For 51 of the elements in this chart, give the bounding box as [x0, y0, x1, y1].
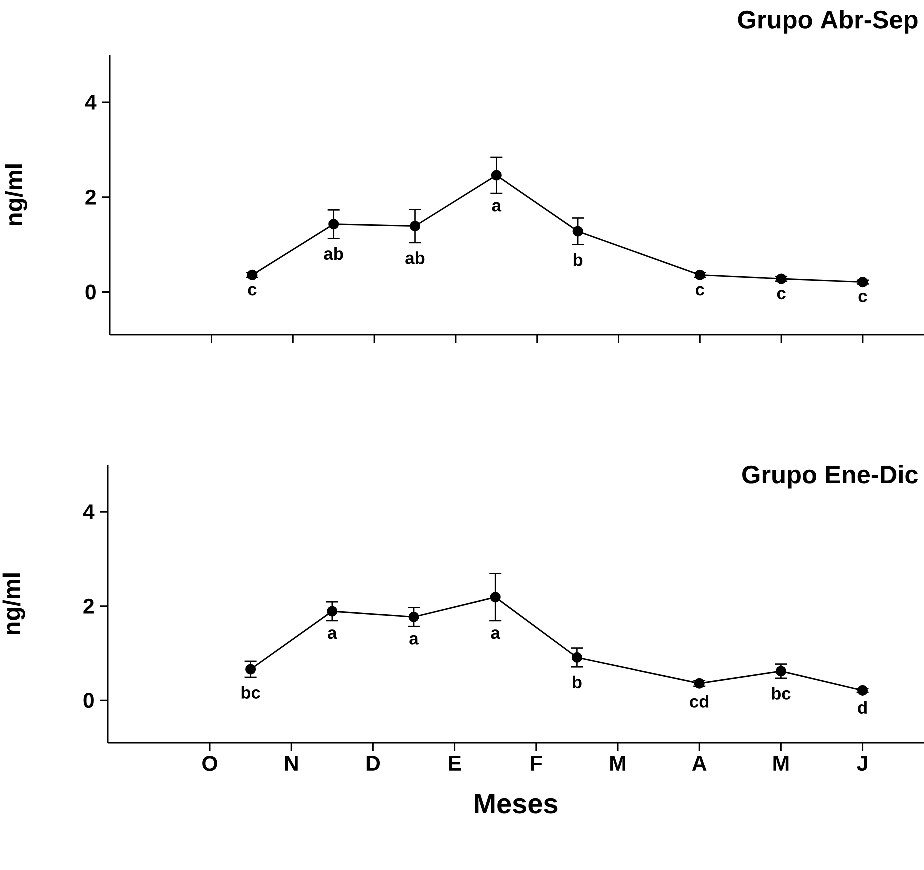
data-label: c: [696, 286, 704, 296]
x-tick-label: M: [610, 756, 626, 771]
data-label: c: [858, 292, 868, 302]
data-label: b: [574, 254, 583, 266]
y-axis-title: ng/ml: [2, 574, 26, 634]
y-axis-title: ng/ml: [5, 164, 28, 226]
data-label: bc: [242, 686, 260, 699]
x-tick-label: O: [202, 756, 218, 772]
point: [694, 270, 706, 280]
point: [694, 678, 705, 689]
x-axis-title: Meses: [475, 794, 558, 814]
x-tick-label: N: [285, 756, 298, 771]
point: [491, 170, 502, 181]
point: [858, 685, 868, 696]
point: [490, 592, 501, 603]
y-tick-label: 0: [86, 284, 96, 300]
x-tick-label: M: [774, 756, 789, 771]
point: [572, 226, 584, 237]
data-label: ab: [324, 247, 344, 260]
y-tick-label: 2: [84, 598, 94, 614]
y-tick-label: 4: [85, 95, 97, 110]
point: [410, 221, 421, 232]
point: [328, 219, 340, 230]
x-tick-label: F: [531, 756, 542, 771]
point: [776, 666, 786, 677]
y-tick-label: 0: [84, 693, 94, 708]
point: [572, 652, 582, 663]
y-tick-label: 2: [86, 190, 96, 205]
data-label: a: [492, 202, 502, 212]
point: [247, 270, 258, 280]
point: [246, 664, 256, 675]
data-label: b: [573, 676, 582, 689]
data-label: ab: [406, 252, 425, 264]
x-tick-label: J: [857, 756, 868, 772]
x-tick-label: A: [692, 756, 707, 771]
data-label: bc: [772, 687, 791, 700]
chart-title: Grupo Ene-Dic: [742, 465, 918, 489]
data-label: c: [248, 286, 257, 296]
point: [327, 606, 338, 617]
data-label: c: [777, 290, 786, 300]
x-tick-label: E: [449, 756, 462, 771]
y-tick-label: 4: [83, 504, 95, 520]
data-label: d: [858, 701, 867, 714]
data-label: a: [491, 630, 501, 640]
chart-title: Grupo Abr-Sep: [738, 10, 918, 34]
data-label: cd: [690, 695, 709, 708]
point: [408, 612, 420, 622]
point: [858, 277, 868, 288]
data-label: a: [328, 630, 338, 640]
data-label: a: [410, 635, 419, 645]
x-tick-label: D: [366, 756, 380, 771]
